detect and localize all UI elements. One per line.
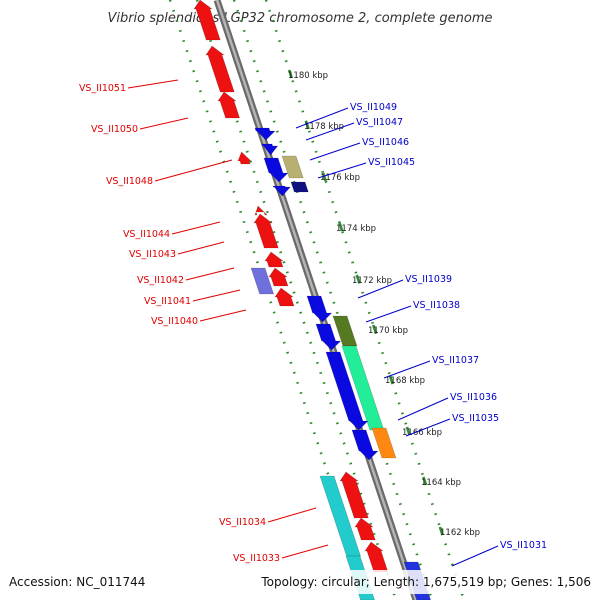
gene-label-reverse: VS_II1033 [233, 553, 280, 564]
gene-reverse [268, 267, 289, 287]
ruler-tick-labels: 1180 kbp 1178 kbp 1176 kbp 1174 kbp 1172 kbp… [288, 71, 480, 538]
ruler-tick [321, 172, 327, 182]
label-leader [365, 305, 412, 323]
ruler-tick-label: 1170 kbp [368, 326, 408, 336]
label-leader [199, 309, 247, 322]
gene-reverse [237, 151, 252, 165]
label-leader [383, 360, 431, 379]
gene-features [193, 0, 431, 600]
gene-reverse [364, 541, 389, 573]
genome-summary: Topology: circular; Length: 1,675,519 bp… [260, 575, 591, 589]
gene-label-reverse: VS_II1043 [129, 249, 176, 260]
label-leader [177, 241, 225, 255]
gene-reverse [339, 471, 369, 519]
gene-label-reverse: VS_II1040 [151, 316, 198, 327]
label-leader [295, 107, 349, 129]
accession-label: Accession: NC_011744 [9, 575, 145, 589]
map-title: Vibrio splendidus LGP32 chromosome 2, co… [107, 11, 492, 26]
gene-reverse [205, 45, 235, 93]
footer-backdrop [0, 570, 600, 594]
label-leader [139, 117, 189, 130]
gene-label-forward: VS_II1031 [500, 540, 547, 551]
gene-forward [351, 429, 379, 461]
ruler-tick [287, 69, 293, 79]
gene-reverse [354, 517, 376, 541]
ruler-tick-label: 1164 kbp [421, 478, 461, 488]
ruler-tick-label: 1176 kbp [320, 173, 360, 183]
ruler-tick [372, 324, 378, 334]
gene-label-reverse: VS_II1050 [91, 124, 138, 135]
label-leader [451, 545, 499, 567]
gene-forward [261, 143, 279, 156]
gene-forward-alt [371, 427, 397, 459]
label-leader [309, 142, 361, 161]
gene-reverse [217, 91, 241, 119]
ruler-tick [438, 526, 444, 536]
gene-reverse [253, 213, 279, 249]
ruler-tick-label: 1180 kbp [288, 71, 328, 81]
gene-label-forward: VS_II1037 [432, 355, 479, 366]
gene-label-reverse: VS_II1041 [144, 296, 191, 307]
gene-label-forward: VS_II1047 [356, 117, 403, 128]
label-leader [397, 397, 449, 421]
label-leader [317, 162, 367, 179]
ruler-tick-label: 1162 kbp [440, 528, 480, 538]
gene-label-reverse: VS_II1042 [137, 275, 184, 286]
ruler-tick [355, 274, 361, 284]
ruler-tick-label: 1172 kbp [352, 276, 392, 286]
gene-label-reverse: VS_II1034 [219, 517, 266, 528]
gene-reverse [193, 0, 221, 41]
ruler-tick [388, 375, 394, 385]
gene-forward [315, 323, 342, 351]
ruler-tick [405, 426, 411, 436]
gene-forward [325, 351, 369, 431]
gene-forward-alt [281, 155, 304, 179]
gene-reverse [274, 287, 295, 307]
gene-forward [272, 185, 291, 197]
label-leader [185, 267, 235, 281]
gene-reverse [254, 205, 268, 216]
gene-label-reverse: VS_II1044 [123, 229, 170, 240]
gene-forward-alt [290, 181, 309, 193]
gene-label-forward: VS_II1038 [413, 300, 460, 311]
gene-label-forward: VS_II1049 [350, 102, 397, 113]
gene-forward [254, 127, 276, 141]
gene-label-forward: VS_II1035 [452, 413, 499, 424]
gene-label-forward: VS_II1046 [362, 137, 409, 148]
label-leader [267, 507, 317, 523]
ruler-tick-label: 1178 kbp [304, 122, 344, 132]
gene-label-forward: VS_II1039 [405, 274, 452, 285]
ruler-tick [422, 476, 428, 486]
gene-forward-alt [332, 315, 358, 347]
gene-forward [306, 295, 333, 323]
gene-labels: VS_II1051 VS_II1050 VS_II1048 VS_II1044 VS_I… [79, 79, 547, 567]
label-leader [305, 122, 355, 141]
ruler-tick-label: 1166 kbp [402, 428, 442, 438]
label-leader [405, 418, 451, 437]
gene-reverse [264, 251, 284, 268]
label-leader [192, 289, 241, 302]
label-leader [154, 159, 233, 182]
gene-label-reverse: VS_II1048 [106, 176, 153, 187]
gene-reverse-alt [319, 475, 361, 557]
gene-label-forward: VS_II1045 [368, 157, 415, 168]
label-leader [357, 279, 404, 299]
ruler-tick-label: 1174 kbp [336, 224, 376, 234]
gene-label-reverse: VS_II1051 [79, 83, 126, 94]
label-leader [127, 79, 179, 89]
label-leader [281, 544, 329, 559]
ruler-tick [338, 222, 344, 232]
gene-forward [263, 157, 289, 183]
gene-reverse-alt [250, 267, 275, 295]
ruler-tick [304, 120, 310, 130]
label-leader [171, 221, 221, 235]
ruler-guides [168, 0, 466, 600]
gene-label-forward: VS_II1036 [450, 392, 497, 403]
ruler-tick-label: 1168 kbp [385, 376, 425, 386]
